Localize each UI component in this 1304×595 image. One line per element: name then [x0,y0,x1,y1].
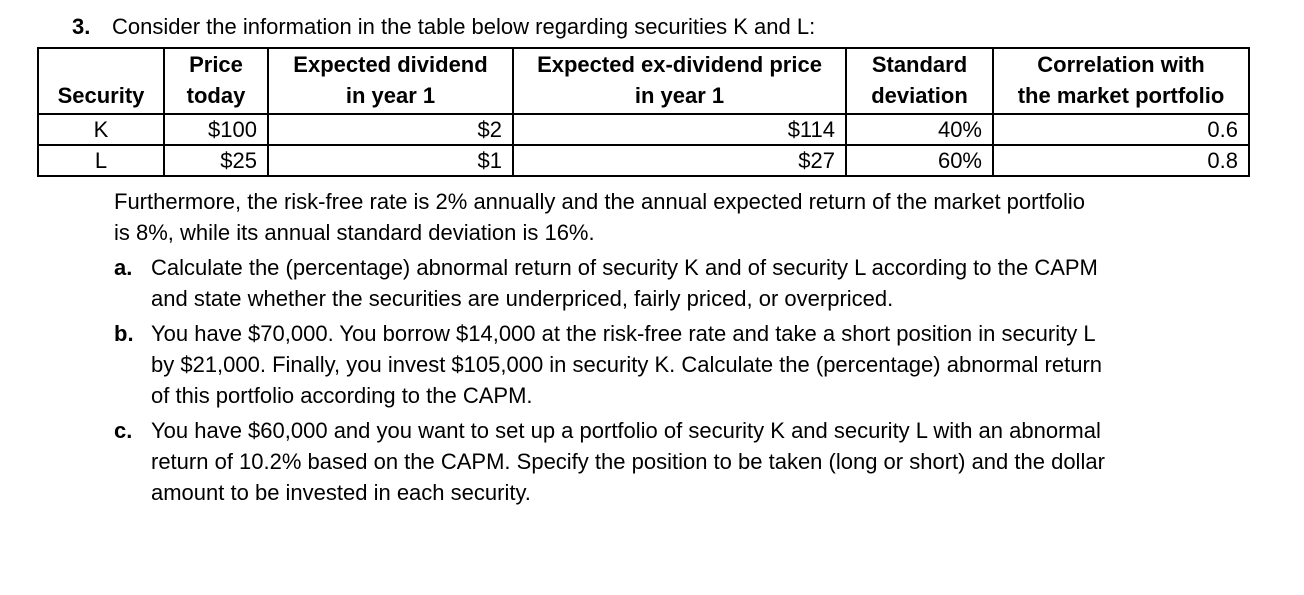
header-cell-security: Security [37,47,165,115]
header-cell-ex-dividend-price: Expected ex-dividend price in year 1 [512,47,847,115]
cell-k-standard-deviation: 40% [845,113,994,146]
cell-l-standard-deviation: 60% [845,144,994,177]
header-cell-correlation: Correlation with the market portfolio [992,47,1250,115]
item-b-text: You have $70,000. You borrow $14,000 at … [151,321,1103,408]
cell-k-security: K [37,113,165,146]
table-header-row: Security Price today Expected dividend i… [37,47,1250,115]
cell-l-ex-dividend-price: $27 [512,144,847,177]
problem-body: Furthermore, the risk-free rate is 2% an… [114,186,1264,512]
cell-l-expected-dividend: $1 [267,144,514,177]
cell-k-price-today: $100 [163,113,269,146]
item-a-letter: a. [114,255,133,280]
item-b: b. You have $70,000. You borrow $14,000 … [114,318,1264,411]
cell-l-price-today: $25 [163,144,269,177]
cell-l-correlation: 0.8 [992,144,1250,177]
cell-k-expected-dividend: $2 [267,113,514,146]
cell-l-security: L [37,144,165,177]
table-row-security-l: L $25 $1 $27 60% 0.8 [37,144,1250,177]
item-c-text: You have $60,000 and you want to set up … [151,418,1105,505]
cell-k-correlation: 0.6 [992,113,1250,146]
item-a-text: Calculate the (percentage) abnormal retu… [151,255,1098,311]
item-a: a. Calculate the (percentage) abnormal r… [114,252,1264,314]
item-c-letter: c. [114,418,133,443]
securities-table: Security Price today Expected dividend i… [37,47,1250,177]
problem-title-text: Consider the information in the table be… [112,14,816,39]
intro-paragraph: Furthermore, the risk-free rate is 2% an… [114,189,1085,245]
cell-k-ex-dividend-price: $114 [512,113,847,146]
header-cell-expected-dividend: Expected dividend in year 1 [267,47,514,115]
header-cell-price-today: Price today [163,47,269,115]
header-cell-standard-deviation: Standard deviation [845,47,994,115]
item-c: c. You have $60,000 and you want to set … [114,415,1264,508]
table-row-security-k: K $100 $2 $114 40% 0.6 [37,113,1250,146]
item-b-letter: b. [114,321,134,346]
problem-title: 3. Consider the information in the table… [72,11,815,42]
problem-number: 3. [72,14,91,39]
